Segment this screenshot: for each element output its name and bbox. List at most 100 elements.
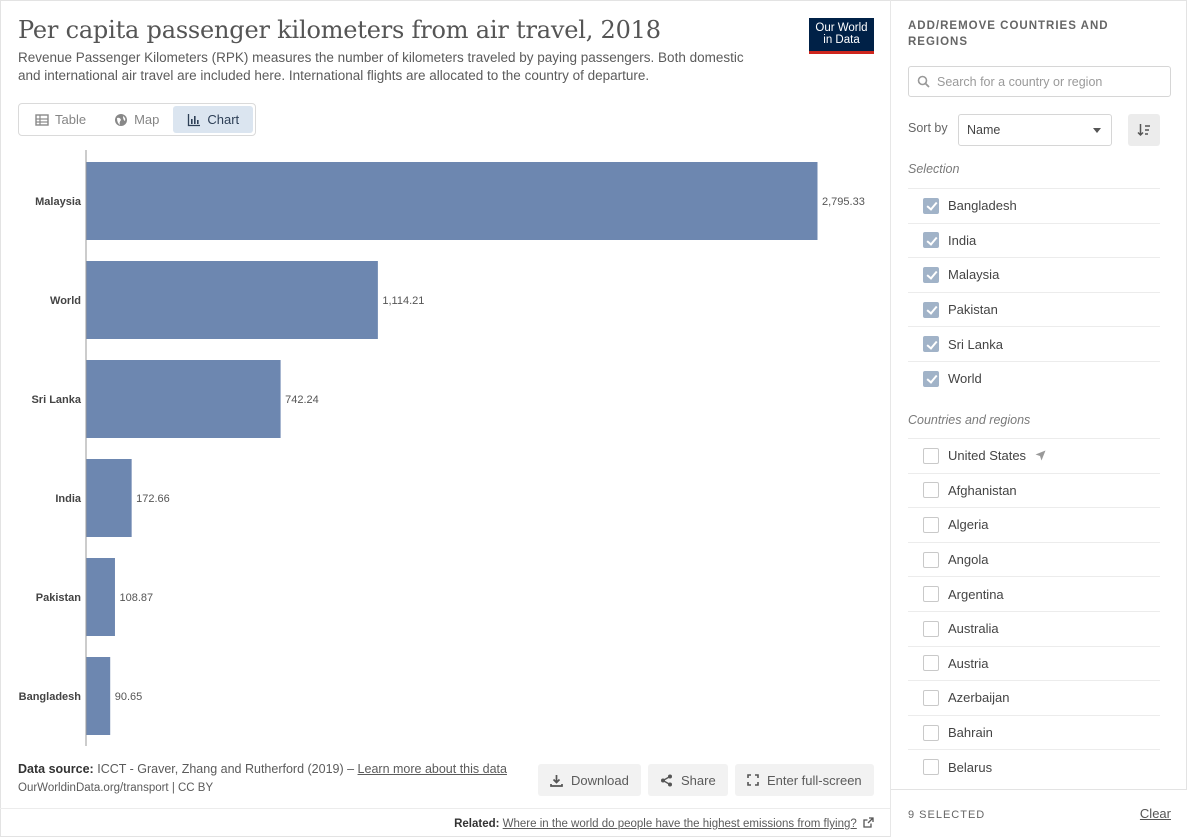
owid-logo[interactable]: Our World in Data xyxy=(809,18,874,54)
bar-chart: Malaysia 2,795.33 World 1,114.21 Sri Lanka 74… xyxy=(19,150,865,746)
fullscreen-button[interactable]: Enter full-screen xyxy=(735,764,874,796)
country-row-argentina[interactable]: Argentina xyxy=(908,576,1160,611)
value-label: 90.65 xyxy=(115,691,143,703)
share-icon xyxy=(661,774,672,786)
data-source: Data source: ICCT - Graver, Zhang and Ru… xyxy=(18,762,507,776)
country-row-algeria[interactable]: Algeria xyxy=(908,507,1160,542)
external-link-icon xyxy=(863,817,874,828)
category-label: Malaysia xyxy=(35,196,82,208)
country-label: Azerbaijan xyxy=(948,690,1010,706)
tab-map[interactable]: Map xyxy=(100,106,173,133)
clear-button[interactable]: Clear xyxy=(1139,806,1171,821)
category-label: World xyxy=(50,295,81,307)
entity-selector: ADD/REMOVE COUNTRIES AND REGIONS Sort by… xyxy=(890,0,1187,837)
selector-footer: 9 SELECTED Clear xyxy=(891,789,1187,837)
sort-order-button[interactable] xyxy=(1128,114,1160,146)
country-row-angola[interactable]: Angola xyxy=(908,541,1160,577)
search-input[interactable] xyxy=(937,74,1157,89)
country-row-pakistan[interactable]: Pakistan xyxy=(908,291,1160,327)
country-row-malaysia[interactable]: Malaysia xyxy=(908,257,1160,292)
bar-pakistan[interactable] xyxy=(86,558,115,636)
checkbox[interactable] xyxy=(923,232,939,249)
download-label: Download xyxy=(571,772,629,788)
logo-line-2: in Data xyxy=(823,34,860,46)
chart-area: Malaysia 2,795.33 World 1,114.21 Sri Lanka 74… xyxy=(0,150,890,750)
checkbox[interactable] xyxy=(923,620,939,637)
country-row-united-states[interactable]: United States xyxy=(908,438,1160,473)
country-row-austria[interactable]: Austria xyxy=(908,645,1160,681)
checkbox[interactable] xyxy=(923,689,939,706)
country-label: Algeria xyxy=(948,517,989,533)
checkbox[interactable] xyxy=(923,655,939,672)
value-label: 172.66 xyxy=(136,493,170,505)
country-label: Argentina xyxy=(948,586,1004,602)
checkbox[interactable] xyxy=(923,482,939,499)
checkbox[interactable] xyxy=(923,586,939,603)
country-label: Bahrain xyxy=(948,725,993,741)
checkbox[interactable] xyxy=(923,447,939,464)
related-bar: Related: Where in the world do people ha… xyxy=(0,808,890,837)
countries-heading: Countries and regions xyxy=(908,413,1031,427)
country-label: Bangladesh xyxy=(948,198,1017,214)
sort-select[interactable]: Name xyxy=(958,114,1112,146)
country-label: World xyxy=(948,371,982,387)
location-arrow-icon xyxy=(1035,450,1046,461)
license-text: OurWorldinData.org/transport | CC BY xyxy=(18,782,214,794)
learn-more-link[interactable]: Learn more about this data xyxy=(357,762,507,776)
checkbox[interactable] xyxy=(923,197,939,214)
tab-table-label: Table xyxy=(55,112,87,127)
selected-list: Bangladesh India Malaysia Pakistan Sri Lanka… xyxy=(908,188,1160,396)
checkbox[interactable] xyxy=(923,370,939,387)
checkbox[interactable] xyxy=(923,336,939,353)
checkbox[interactable] xyxy=(923,516,939,533)
bar-malaysia[interactable] xyxy=(86,162,818,240)
caret-down-icon xyxy=(1093,128,1101,133)
bar-india[interactable] xyxy=(86,459,132,537)
related-label: Related: xyxy=(454,818,500,830)
value-label: 2,795.33 xyxy=(822,196,865,208)
share-button[interactable]: Share xyxy=(648,764,728,796)
category-label: Bangladesh xyxy=(19,691,82,703)
checkbox[interactable] xyxy=(923,551,939,568)
country-row-sri-lanka[interactable]: Sri Lanka xyxy=(908,326,1160,361)
chart-card: Per capita passenger kilometers from air… xyxy=(0,16,890,837)
country-label: Malaysia xyxy=(948,267,1000,283)
download-button[interactable]: Download xyxy=(538,764,641,796)
chart-title: Per capita passenger kilometers from air… xyxy=(18,16,661,44)
value-label: 1,114.21 xyxy=(382,295,424,307)
checkbox[interactable] xyxy=(923,724,939,741)
country-label: India xyxy=(948,232,977,248)
tab-table[interactable]: Table xyxy=(21,106,100,133)
country-row-afghanistan[interactable]: Afghanistan xyxy=(908,472,1160,508)
bar-world[interactable] xyxy=(86,261,378,339)
tab-chart[interactable]: Chart xyxy=(173,106,254,133)
country-row-azerbaijan[interactable]: Azerbaijan xyxy=(908,680,1160,715)
chart-icon xyxy=(188,113,201,126)
country-row-world[interactable]: World xyxy=(908,360,1160,396)
country-row-bahrain[interactable]: Bahrain xyxy=(908,714,1160,750)
bar-bangladesh[interactable] xyxy=(86,657,111,735)
selection-heading: Selection xyxy=(908,162,960,176)
country-label: Australia xyxy=(948,621,999,637)
selector-title: ADD/REMOVE COUNTRIES AND REGIONS xyxy=(908,20,1109,48)
tab-chart-label: Chart xyxy=(207,112,240,127)
countries-list: United States Afghanistan Algeria Angola Arg… xyxy=(908,438,1160,784)
selected-count: 9 SELECTED xyxy=(908,809,986,821)
search-box[interactable] xyxy=(908,66,1171,97)
download-icon xyxy=(550,774,563,787)
checkbox[interactable] xyxy=(923,301,939,318)
fullscreen-label: Enter full-screen xyxy=(767,772,862,788)
country-row-belarus[interactable]: Belarus xyxy=(908,749,1160,784)
search-icon xyxy=(917,75,930,88)
bar-sri-lanka[interactable] xyxy=(86,360,281,438)
country-row-india[interactable]: India xyxy=(908,222,1160,258)
related-link[interactable]: Where in the world do people have the hi… xyxy=(502,818,857,830)
checkbox[interactable] xyxy=(923,266,939,283)
country-row-australia[interactable]: Australia xyxy=(908,610,1160,646)
country-row-bangladesh[interactable]: Bangladesh xyxy=(908,188,1160,223)
country-label: Sri Lanka xyxy=(948,336,1003,352)
logo-line-1: Our World xyxy=(815,22,868,34)
checkbox[interactable] xyxy=(923,759,939,776)
category-label: Pakistan xyxy=(36,592,82,604)
share-label: Share xyxy=(681,772,716,788)
